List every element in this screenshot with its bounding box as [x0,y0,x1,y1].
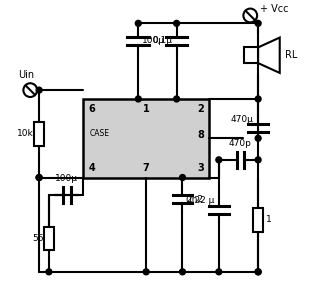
Circle shape [46,269,52,275]
Circle shape [243,9,257,22]
Text: 1: 1 [143,104,150,114]
Circle shape [135,21,141,26]
Text: 1: 1 [266,215,272,224]
Circle shape [36,175,42,180]
Text: 0,22 μ: 0,22 μ [185,196,214,205]
Circle shape [216,269,222,275]
Circle shape [143,269,149,275]
Circle shape [255,21,261,26]
Circle shape [174,96,180,102]
Text: 10k: 10k [17,129,34,138]
Text: 56: 56 [32,234,44,243]
Circle shape [255,269,261,275]
Text: 0,1μ: 0,1μ [153,36,173,44]
Circle shape [135,96,141,102]
Circle shape [180,269,185,275]
Bar [83,99,209,178]
Text: 470μ: 470μ [230,115,253,123]
Text: + Vcc: + Vcc [260,3,289,13]
Text: CASE: CASE [89,129,109,138]
Polygon shape [258,38,280,73]
Text: RL: RL [285,50,297,60]
Text: 6: 6 [88,104,95,114]
Circle shape [23,83,37,97]
Text: 2n2: 2n2 [186,195,203,204]
Text: 100μ: 100μ [142,36,165,44]
Text: 100μ: 100μ [55,174,78,184]
Circle shape [174,21,180,26]
Text: 2: 2 [197,104,204,114]
Circle shape [36,87,42,93]
Circle shape [36,175,42,180]
Bar [244,47,258,63]
Text: Uin: Uin [19,70,35,80]
Circle shape [216,157,222,163]
Circle shape [255,135,261,141]
Text: 3: 3 [197,163,204,173]
Circle shape [180,175,185,180]
Circle shape [255,269,261,275]
Circle shape [255,157,261,163]
Circle shape [255,96,261,102]
Text: 7: 7 [143,163,150,173]
Text: 4: 4 [88,163,95,173]
Bar [34,122,44,146]
Bar [253,208,263,231]
Text: 8: 8 [197,130,204,140]
Bar [44,227,54,250]
Text: 470p: 470p [229,139,252,148]
